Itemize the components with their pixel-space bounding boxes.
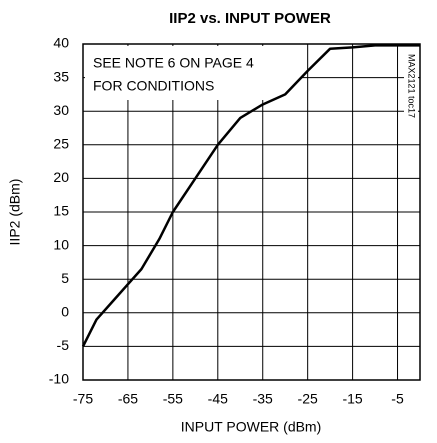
watermark-box: [404, 46, 418, 126]
y-tick-label: 15: [53, 203, 69, 219]
x-axis-label: INPUT POWER (dBm): [181, 419, 322, 435]
y-tick-label: 30: [53, 102, 69, 118]
x-tick-label: -55: [163, 391, 183, 407]
y-tick-label: -5: [57, 337, 70, 353]
x-tick-label: -65: [118, 391, 138, 407]
y-tick-label: 20: [53, 169, 69, 185]
y-tick-label: 25: [53, 136, 69, 152]
y-tick-label: 40: [53, 35, 69, 51]
x-tick-label: -15: [342, 391, 362, 407]
y-tick-label: 0: [61, 304, 69, 320]
y-axis-label: IIP2 (dBm): [7, 179, 23, 246]
y-tick-label: 5: [61, 270, 69, 286]
chart-title: IIP2 vs. INPUT POWER: [169, 10, 331, 27]
y-tick-label: 35: [53, 68, 69, 84]
annotation-box: [85, 46, 301, 100]
annotation: SEE NOTE 6 ON PAGE 4: [93, 55, 254, 71]
y-tick-label: -10: [49, 371, 69, 387]
data-line: [81, 44, 420, 347]
watermark: MAX2121 toc17: [407, 54, 417, 118]
x-tick-label: -25: [298, 391, 318, 407]
plot-border: [82, 43, 421, 381]
x-tick-label: -75: [73, 391, 93, 407]
x-tick-label: -45: [208, 391, 228, 407]
x-tick-label: -35: [253, 391, 273, 407]
annotation: FOR CONDITIONS: [93, 78, 214, 94]
x-tick-label: -5: [391, 391, 404, 407]
y-tick-label: 10: [53, 236, 69, 252]
